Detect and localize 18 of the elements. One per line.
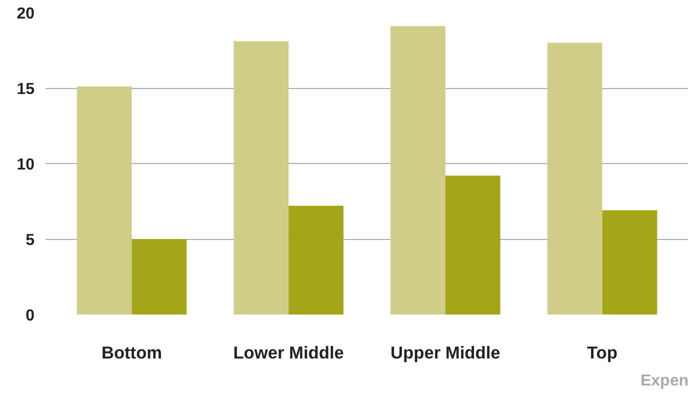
bar bbox=[390, 26, 446, 314]
x-tick-label: Upper Middle bbox=[390, 342, 501, 362]
x-tick-label: Top bbox=[587, 342, 618, 362]
bar bbox=[288, 206, 344, 314]
bar bbox=[602, 210, 658, 314]
bar bbox=[132, 239, 187, 314]
bar bbox=[234, 41, 289, 314]
y-tick-label: 0 bbox=[26, 308, 35, 324]
y-tick-label: 10 bbox=[16, 156, 35, 174]
bar bbox=[547, 42, 602, 314]
text: Expen bbox=[640, 372, 688, 390]
x-tick-label: Bottom bbox=[101, 342, 162, 362]
y-tick-label: 5 bbox=[26, 232, 35, 249]
y-tick-label: 15 bbox=[16, 81, 35, 98]
x-tick-label: Lower Middle bbox=[233, 342, 344, 362]
y-tick-label: 20 bbox=[16, 6, 35, 22]
bar bbox=[76, 86, 132, 314]
bar bbox=[445, 176, 500, 314]
